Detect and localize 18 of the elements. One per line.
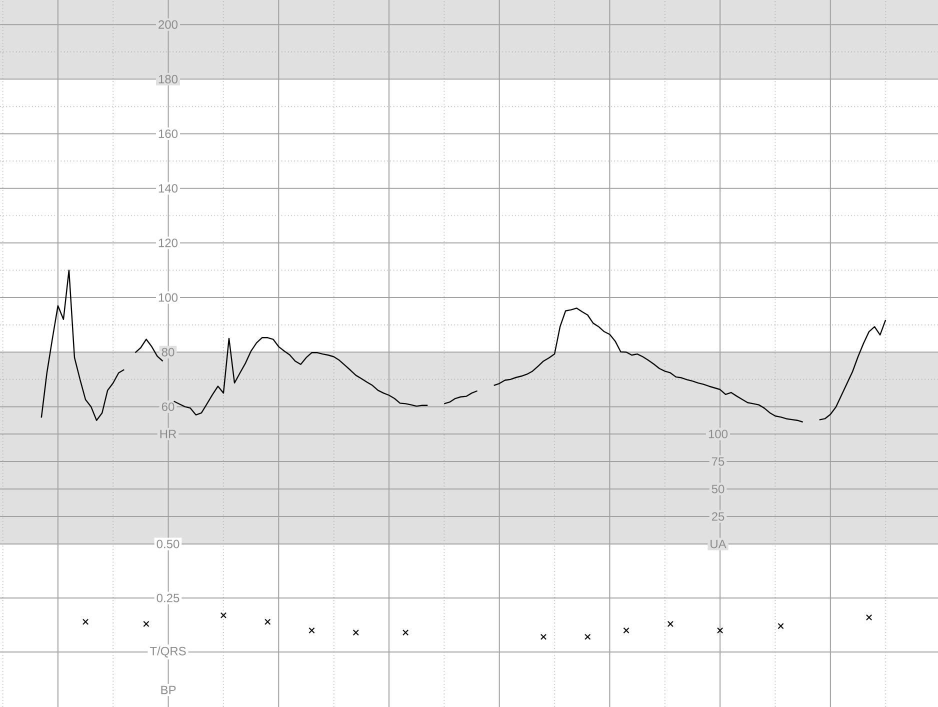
y-tick-label: 75	[712, 457, 724, 466]
y-tick-label: 25	[712, 512, 724, 521]
y-tick-label: T/QRS	[150, 646, 186, 658]
y-tick-label: 200	[158, 20, 178, 29]
y-tick-label: 80	[162, 348, 174, 356]
y-tick-label: 50	[712, 484, 724, 494]
y-tick-label: 160	[158, 129, 178, 138]
y-tick-label: 0.50	[156, 540, 180, 548]
y-tick-label: HR	[160, 430, 176, 438]
y-tick-label: 100	[708, 430, 728, 438]
text: BP	[161, 686, 176, 694]
y-tick-label: 100	[158, 293, 178, 302]
y-tick-label: 180	[158, 74, 178, 84]
y-tick-label: 140	[158, 184, 178, 193]
y-tick-label: 120	[158, 238, 178, 248]
y-tick-label: UA	[710, 540, 726, 548]
y-tick-label: 60	[162, 402, 174, 411]
y-tick-label: 0.25	[156, 594, 180, 602]
